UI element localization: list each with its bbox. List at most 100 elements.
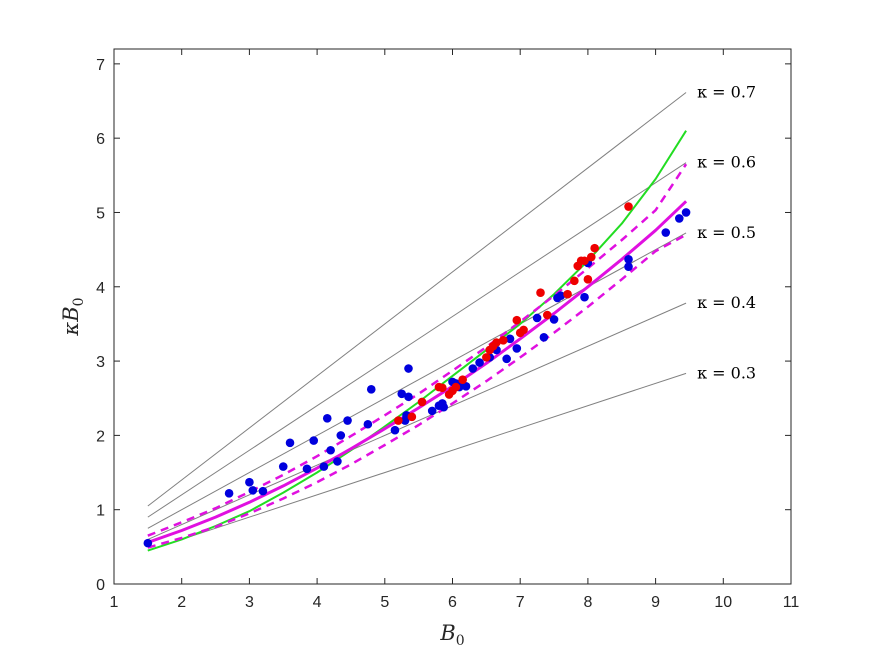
curve-magenta-dashed-lower: [147, 233, 687, 549]
data-point: [583, 275, 593, 284]
curve-magenta-solid: [147, 200, 688, 544]
data-point: [336, 431, 346, 440]
data-point: [674, 214, 684, 223]
y-axis-label-sub: 0: [71, 297, 87, 306]
data-point: [563, 289, 572, 299]
data-point: [427, 406, 437, 416]
data-point: [624, 254, 633, 264]
data-point: [498, 335, 508, 345]
x-tick-label: 7: [516, 594, 525, 611]
data-point: [394, 416, 403, 425]
data-point: [681, 208, 691, 217]
data-point: [532, 313, 542, 323]
y-tick-label: 5: [96, 205, 105, 222]
data-point: [245, 477, 254, 487]
data-point: [624, 262, 633, 272]
y-tick-label: 3: [96, 354, 105, 371]
x-axis-label-main: B: [439, 621, 455, 645]
data-point: [549, 315, 559, 324]
kappa-labels: κ = 0.7 κ = 0.6 κ = 0.5 κ = 0.4 κ = 0.3: [697, 82, 756, 382]
kappa-line-2: [147, 232, 687, 529]
data-point: [502, 354, 511, 364]
kappa-line-1: [147, 162, 687, 518]
data-point: [539, 333, 549, 342]
data-point: [302, 464, 312, 474]
y-axis-label-main: κB: [59, 306, 83, 336]
x-axis-label: B0: [439, 621, 464, 649]
kappa-label-3: κ = 0.4: [697, 293, 756, 312]
data-point: [363, 419, 373, 429]
data-point: [461, 382, 471, 391]
data-point: [519, 325, 528, 335]
data-point: [397, 389, 407, 399]
data-point: [224, 489, 234, 498]
y-axis-label: κB0: [59, 297, 87, 336]
data-point: [322, 413, 332, 423]
data-point: [475, 358, 484, 367]
kappa-label-1: κ = 0.6: [697, 153, 756, 172]
y-tick-label: 0: [96, 577, 105, 594]
data-point: [536, 288, 545, 298]
curve-magenta-dashed-upper: [147, 163, 688, 537]
data-point: [278, 462, 288, 471]
data-point: [624, 202, 633, 211]
data-point: [580, 256, 589, 266]
x-tick-label: 1: [110, 594, 119, 611]
data-point: [439, 402, 448, 412]
data-point: [542, 310, 552, 320]
data-point: [285, 438, 295, 448]
kappa-line-3: [147, 302, 687, 540]
data-point: [404, 392, 413, 402]
data-point: [512, 344, 522, 353]
y-tick-label: 7: [96, 57, 105, 74]
data-point: [319, 462, 329, 471]
kappa-label-0: κ = 0.7: [697, 82, 756, 101]
kappa-reference-lines: [147, 92, 687, 552]
y-tick-label: 4: [96, 280, 105, 297]
data-points: [143, 202, 691, 548]
data-point: [505, 334, 515, 344]
x-tick-label: 8: [583, 594, 592, 611]
data-point: [570, 276, 579, 286]
data-point: [326, 445, 335, 455]
data-point: [580, 292, 589, 302]
x-tick-label: 11: [783, 594, 800, 611]
kappa-label-2: κ = 0.5: [697, 223, 756, 242]
data-point: [343, 416, 352, 425]
x-tick-label: 6: [448, 594, 457, 611]
kappa-line-4: [147, 372, 687, 552]
data-point: [586, 252, 596, 262]
data-point: [451, 382, 461, 392]
data-point: [407, 412, 417, 422]
data-point: [248, 486, 258, 495]
data-point: [661, 228, 671, 237]
x-tick-label: 2: [177, 594, 186, 611]
data-point: [482, 353, 491, 362]
data-point: [390, 425, 400, 435]
data-point: [309, 436, 319, 445]
data-point: [143, 538, 153, 548]
data-point: [366, 385, 376, 394]
x-tick-label: 4: [313, 594, 322, 611]
data-point: [417, 397, 427, 407]
y-tick-label: 6: [96, 131, 105, 148]
data-point: [333, 457, 342, 466]
kappa-line-0: [147, 92, 687, 507]
x-tick-label: 10: [714, 594, 732, 611]
y-tick-label: 2: [96, 428, 105, 445]
data-point: [556, 291, 566, 300]
data-point: [492, 338, 501, 347]
x-axis-label-sub: 0: [456, 633, 465, 649]
kappa-label-4: κ = 0.3: [697, 363, 756, 382]
data-point: [512, 315, 522, 325]
data-point: [468, 364, 478, 373]
data-point: [404, 364, 413, 373]
y-tick-label: 1: [96, 503, 105, 520]
x-tick-label: 9: [651, 594, 660, 611]
data-point: [258, 486, 268, 496]
x-tick-label: 3: [245, 594, 254, 611]
data-point: [590, 243, 599, 253]
data-point: [458, 375, 467, 384]
